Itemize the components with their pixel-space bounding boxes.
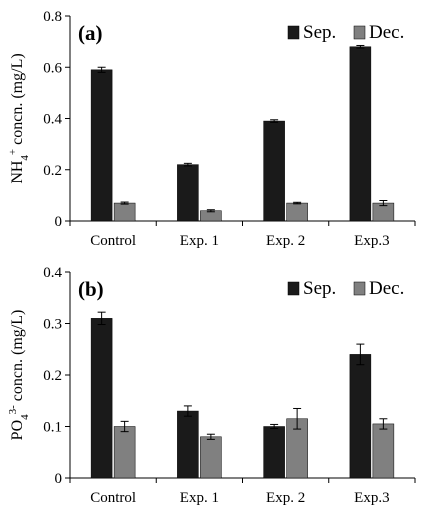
y-axis-label-rest: concn. (mg/L) (9, 53, 26, 149)
bar-dec-3 (372, 423, 395, 479)
y-axis-label-main: PO (9, 420, 26, 440)
x-tick-label: Exp. 2 (266, 490, 305, 506)
legend-label: Sep. (303, 278, 336, 299)
bar-sep-1 (177, 410, 199, 479)
bar-dec-1 (200, 210, 222, 222)
legend-label: Sep. (303, 22, 336, 43)
x-tick-label: Exp. 1 (180, 490, 219, 506)
panel-label: (b) (78, 277, 104, 301)
y-axis-label-main: NH (9, 160, 26, 184)
bar-sep-2 (263, 120, 285, 222)
panel-b: 0 0.1 0.2 0.3 0.4 Control Exp. 1 Exp. 2 Exp.3 (b)… (7, 265, 416, 506)
legend-swatch (287, 281, 300, 296)
y-axis-label-rest: concn. (mg/L) (9, 310, 26, 406)
y-axis-label-sub: 4 (19, 155, 31, 161)
y-axis-label-sub: 4 (19, 414, 31, 420)
y-tick-label: 0.4 (43, 112, 62, 128)
y-tick-label: 0.4 (43, 265, 62, 281)
y-tick-label: 0 (55, 471, 63, 487)
bar-dec-0 (113, 202, 136, 222)
bar-sep-1 (177, 164, 199, 222)
y-tick-label: 0.2 (43, 163, 62, 179)
legend-swatch (287, 25, 300, 40)
x-tick-label: Exp. 2 (266, 233, 305, 249)
bar-sep-0 (90, 318, 113, 479)
legend-label: Dec. (369, 278, 404, 299)
x-tick-label: Exp. 1 (180, 233, 219, 249)
x-tick-label: Exp.3 (354, 233, 389, 249)
x-tick-label: Control (90, 490, 136, 506)
x-tick-label: Control (90, 233, 136, 249)
y-tick-label: 0 (55, 214, 63, 230)
bar-dec-2 (286, 202, 308, 222)
y-tick-label: 0.6 (43, 60, 62, 76)
bar-sep-0 (90, 69, 113, 222)
legend-label: Dec. (369, 22, 404, 43)
y-tick-label: 0.1 (43, 420, 62, 436)
y-axis-label-sup: 3- (7, 405, 19, 415)
bar-sep-3 (349, 354, 372, 479)
legend-swatch (353, 25, 366, 40)
bar-dec-1 (200, 436, 222, 479)
legend-swatch (353, 281, 366, 296)
bar-sep-3 (349, 46, 372, 222)
y-tick-label: 0.2 (43, 368, 62, 384)
y-axis-label-sup: + (7, 149, 19, 155)
panel-label: (a) (78, 21, 103, 45)
bar-sep-2 (263, 426, 285, 479)
bar-dec-0 (113, 426, 136, 479)
y-axis-label: PO43- concn. (mg/L) (7, 310, 31, 441)
panel-a: 0 0.2 0.4 0.6 0.8 Control Exp. 1 Exp. 2 Exp.3 (a)… (7, 9, 416, 249)
y-axis-label: NH4+ concn. (mg/L) (7, 53, 31, 183)
y-tick-label: 0.8 (43, 9, 62, 25)
y-tick-label: 0.3 (43, 317, 62, 333)
x-tick-label: Exp.3 (354, 490, 389, 506)
